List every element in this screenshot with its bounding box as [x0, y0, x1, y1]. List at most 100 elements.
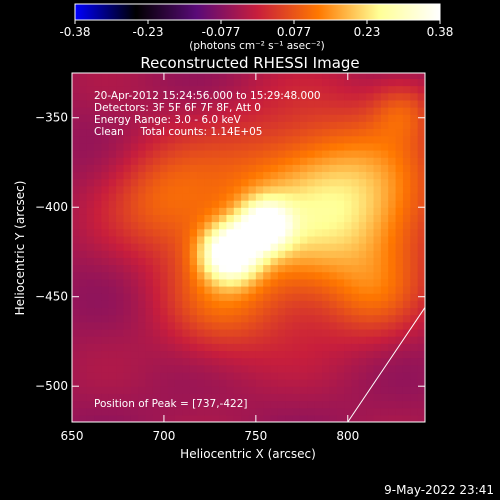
heatmap-cell [248, 257, 257, 266]
heatmap-cell [101, 386, 110, 394]
heatmap-cell [101, 135, 110, 144]
heatmap-cell [366, 407, 375, 416]
heatmap-cell [336, 171, 345, 180]
heatmap-cell [417, 393, 425, 402]
heatmap-cell [380, 135, 389, 144]
heatmap-cell [160, 171, 169, 180]
heatmap-cell [336, 364, 345, 373]
heatmap-cell [116, 185, 125, 194]
heatmap-cell [358, 386, 367, 394]
heatmap-cell [101, 414, 110, 422]
heatmap-cell [410, 257, 419, 266]
heatmap-cell [329, 200, 338, 208]
heatmap-cell [182, 250, 191, 258]
heatmap-cell [380, 85, 389, 94]
heatmap-cell [116, 214, 125, 223]
heatmap-cell [351, 185, 360, 194]
heatmap-cell [351, 321, 360, 330]
heatmap-cell [373, 243, 382, 251]
heatmap-cell [241, 379, 250, 387]
heatmap-cell [233, 300, 242, 309]
heatmap-cell [285, 214, 294, 223]
heatmap-cell [174, 214, 183, 223]
heatmap-cell [366, 314, 375, 323]
heatmap-cell [299, 250, 308, 258]
heatmap-cell [410, 350, 419, 359]
heatmap-cell [219, 149, 228, 158]
heatmap-cell [307, 92, 316, 101]
heatmap-cell [322, 343, 330, 352]
heatmap-cell [285, 371, 294, 380]
heatmap-cell [233, 407, 242, 416]
heatmap-cell [116, 149, 125, 158]
heatmap-cell [358, 192, 367, 201]
heatmap-cell [241, 207, 250, 215]
heatmap-cell [211, 92, 220, 101]
heatmap-cell [307, 285, 316, 294]
heatmap-cell [138, 257, 147, 266]
heatmap-cell [380, 307, 389, 316]
heatmap-cell [402, 164, 411, 173]
heatmap-cell [417, 278, 425, 287]
heatmap-cell [285, 228, 294, 237]
heatmap-cell [307, 73, 316, 79]
heatmap-cell [358, 149, 367, 158]
heatmap-cell [344, 149, 353, 158]
heatmap-cell [189, 257, 198, 266]
heatmap-cell [255, 264, 264, 273]
heatmap-cell [366, 364, 375, 373]
heatmap-cell [174, 414, 183, 422]
heatmap-cell [336, 85, 345, 94]
heatmap-cell [138, 207, 147, 215]
heatmap-cell [417, 407, 425, 416]
heatmap-cell [270, 121, 279, 130]
heatmap-cell [263, 371, 272, 380]
heatmap-cell [226, 307, 235, 316]
heatmap-cell [263, 149, 272, 158]
heatmap-cell [395, 185, 404, 194]
heatmap-cell [189, 200, 198, 208]
heatmap-cell [116, 78, 125, 87]
heatmap-cell [351, 171, 360, 180]
heatmap-cell [417, 307, 425, 316]
heatmap-cell [314, 307, 323, 316]
heatmap-cell [336, 321, 345, 330]
heatmap-cell [86, 321, 95, 330]
heatmap-cell [285, 278, 294, 287]
heatmap-cell [138, 321, 147, 330]
heatmap-cell [241, 285, 250, 294]
heatmap-cell [79, 278, 88, 287]
heatmap-cell [395, 121, 404, 130]
heatmap-cell [292, 157, 301, 165]
heatmap-cell [174, 157, 183, 165]
heatmap-cell [174, 73, 183, 79]
heatmap-cell [233, 235, 242, 244]
heatmap-cell [270, 285, 279, 294]
heatmap-cell [366, 278, 375, 287]
heatmap-cell [226, 293, 235, 301]
heatmap-cell [299, 135, 308, 144]
heatmap-cell [152, 192, 161, 201]
heatmap-cell [108, 157, 117, 165]
heatmap-cell [182, 149, 191, 158]
heatmap-cell [270, 379, 279, 387]
heatmap-cell [380, 278, 389, 287]
heatmap-cell [108, 192, 117, 201]
heatmap-cell [160, 307, 169, 316]
heatmap-cell [366, 307, 375, 316]
heatmap-cell [219, 357, 228, 366]
heatmap-cell [322, 393, 330, 402]
heatmap-cell [108, 414, 117, 422]
heatmap-cell [226, 164, 235, 173]
heatmap-cell [79, 192, 88, 201]
heatmap-cell [277, 92, 286, 101]
heatmap-cell [322, 114, 330, 122]
heatmap-cell [211, 314, 220, 323]
heatmap-cell [86, 379, 95, 387]
heatmap-cell [263, 135, 272, 144]
heatmap-cell [358, 285, 367, 294]
heatmap-cell [277, 400, 286, 409]
heatmap-cell [226, 128, 235, 137]
heatmap-cell [167, 307, 176, 316]
heatmap-cell [373, 99, 382, 108]
